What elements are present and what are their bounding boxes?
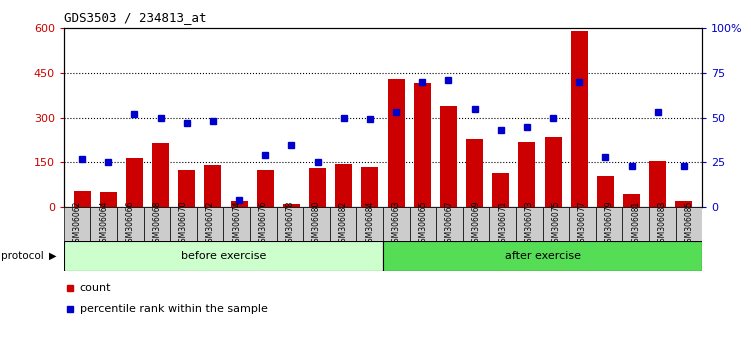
FancyBboxPatch shape: [170, 207, 197, 241]
Text: GSM306066: GSM306066: [126, 201, 135, 247]
Text: GSM306084: GSM306084: [365, 201, 374, 247]
Text: GSM306080: GSM306080: [312, 201, 321, 247]
FancyBboxPatch shape: [303, 207, 330, 241]
Text: GSM306068: GSM306068: [152, 201, 161, 247]
Bar: [231, 201, 248, 207]
Bar: [309, 169, 326, 207]
FancyBboxPatch shape: [436, 207, 463, 241]
FancyBboxPatch shape: [117, 207, 143, 241]
FancyBboxPatch shape: [596, 207, 623, 241]
Bar: [492, 173, 509, 207]
Bar: [571, 31, 588, 207]
Text: before exercise: before exercise: [181, 251, 266, 261]
FancyBboxPatch shape: [569, 207, 596, 241]
Text: GSM306067: GSM306067: [445, 201, 454, 247]
Bar: [178, 170, 195, 207]
FancyBboxPatch shape: [383, 207, 409, 241]
FancyBboxPatch shape: [90, 207, 117, 241]
FancyBboxPatch shape: [224, 207, 250, 241]
Bar: [414, 84, 431, 207]
Text: GSM306070: GSM306070: [179, 201, 188, 247]
Text: GSM306076: GSM306076: [259, 201, 268, 247]
Text: GSM306079: GSM306079: [605, 201, 614, 247]
FancyBboxPatch shape: [623, 207, 649, 241]
Text: GSM306073: GSM306073: [525, 201, 534, 247]
FancyBboxPatch shape: [409, 207, 436, 241]
Bar: [388, 79, 405, 207]
FancyBboxPatch shape: [516, 207, 542, 241]
FancyBboxPatch shape: [64, 207, 90, 241]
Text: GSM306085: GSM306085: [684, 201, 693, 247]
Bar: [440, 106, 457, 207]
Text: GDS3503 / 234813_at: GDS3503 / 234813_at: [64, 11, 207, 24]
Text: GSM306074: GSM306074: [232, 201, 241, 247]
Text: GSM306072: GSM306072: [206, 201, 215, 247]
Text: protocol: protocol: [1, 251, 44, 261]
Text: GSM306064: GSM306064: [99, 201, 108, 247]
Bar: [675, 201, 692, 207]
FancyBboxPatch shape: [542, 207, 569, 241]
Bar: [100, 192, 117, 207]
FancyBboxPatch shape: [330, 207, 357, 241]
FancyBboxPatch shape: [143, 207, 170, 241]
FancyBboxPatch shape: [463, 207, 490, 241]
Bar: [257, 170, 274, 207]
Bar: [361, 167, 379, 207]
Bar: [649, 161, 666, 207]
Bar: [466, 138, 483, 207]
Text: GSM306075: GSM306075: [551, 201, 560, 247]
Bar: [623, 194, 640, 207]
Text: GSM306069: GSM306069: [472, 201, 481, 247]
Text: GSM306082: GSM306082: [339, 201, 348, 247]
Text: ▶: ▶: [49, 251, 56, 261]
Text: GSM306071: GSM306071: [498, 201, 507, 247]
FancyBboxPatch shape: [649, 207, 676, 241]
FancyBboxPatch shape: [383, 241, 702, 271]
FancyBboxPatch shape: [676, 207, 702, 241]
Bar: [518, 142, 535, 207]
Text: GSM306078: GSM306078: [285, 201, 294, 247]
Text: GSM306077: GSM306077: [578, 201, 587, 247]
Text: after exercise: after exercise: [505, 251, 581, 261]
Bar: [597, 176, 614, 207]
FancyBboxPatch shape: [357, 207, 383, 241]
FancyBboxPatch shape: [197, 207, 224, 241]
Bar: [544, 137, 562, 207]
Bar: [335, 164, 352, 207]
Bar: [204, 165, 222, 207]
FancyBboxPatch shape: [64, 241, 383, 271]
FancyBboxPatch shape: [490, 207, 516, 241]
Bar: [126, 158, 143, 207]
Text: GSM306065: GSM306065: [418, 201, 427, 247]
Text: percentile rank within the sample: percentile rank within the sample: [80, 304, 267, 314]
Bar: [283, 204, 300, 207]
FancyBboxPatch shape: [276, 207, 303, 241]
Text: count: count: [80, 283, 111, 293]
Bar: [152, 143, 169, 207]
FancyBboxPatch shape: [250, 207, 276, 241]
Bar: [74, 191, 91, 207]
Text: GSM306062: GSM306062: [73, 201, 82, 247]
Text: GSM306063: GSM306063: [392, 201, 401, 247]
Text: GSM306083: GSM306083: [658, 201, 667, 247]
Text: GSM306081: GSM306081: [631, 201, 640, 247]
